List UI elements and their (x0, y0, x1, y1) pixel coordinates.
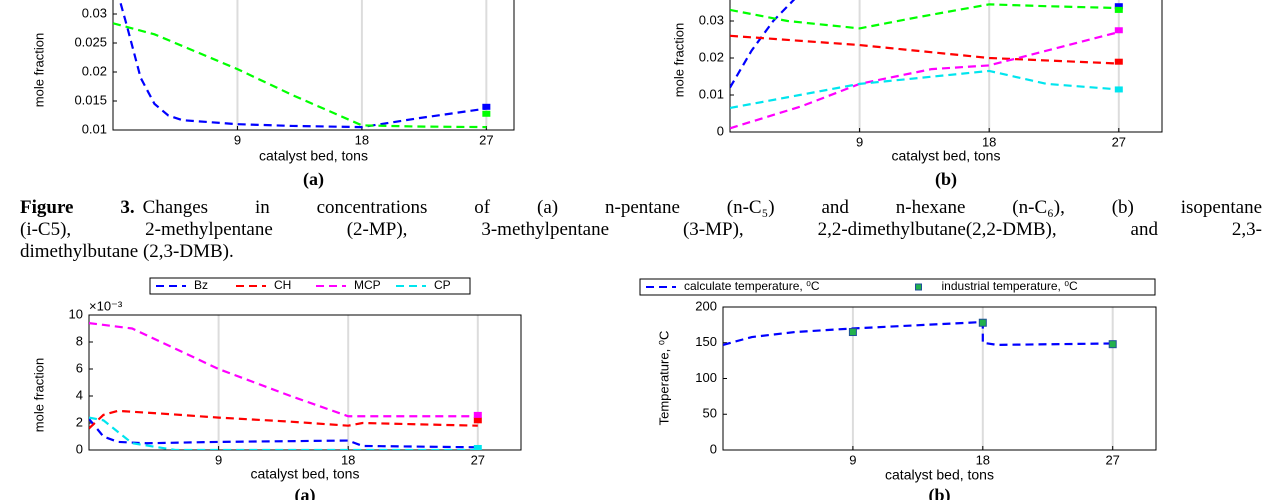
plot-area (89, 322, 482, 450)
series-line (723, 320, 1113, 346)
x-tick-label: 27 (479, 132, 493, 147)
y-axis-label: mole fraction (31, 33, 46, 107)
y-tick-label: 4 (76, 387, 83, 402)
y-tick-label: 8 (76, 333, 83, 348)
caption-line: dimethylbutane (2,3-DMB). (20, 241, 234, 262)
y-tick-label: 100 (695, 370, 717, 385)
x-tick-label: 27 (1105, 452, 1119, 467)
y-tick-label: 0 (710, 441, 717, 456)
series-line (89, 409, 478, 430)
y-tick-label: 0.02 (82, 63, 107, 78)
y-axis-label: mole fraction (31, 358, 46, 432)
axes-box (112, 0, 515, 131)
axes-box (88, 314, 522, 451)
series-line (113, 22, 487, 129)
legend-label: industrial temperature, ⁰C (942, 279, 1079, 293)
y-tick-label: 0.02 (699, 49, 724, 64)
x-tick-label: 27 (471, 452, 485, 467)
x-axis-label: catalyst bed, tons (251, 466, 360, 482)
plot-area (723, 318, 1117, 349)
legend-box (149, 277, 471, 295)
y-tick-label: 6 (76, 360, 83, 375)
end-marker (1114, 58, 1123, 65)
y-tick-label: 10 (69, 306, 83, 321)
y-tick-label: 0 (76, 441, 83, 456)
series-line (89, 416, 478, 450)
x-tick-label: 18 (982, 134, 996, 149)
caption-label: Figure 3. (20, 197, 135, 218)
panel-label: (b) (929, 485, 951, 500)
legend-label: CP (434, 278, 451, 292)
y-tick-label: 0 (717, 123, 724, 138)
end-marker (1114, 3, 1123, 10)
x-axis-label: catalyst bed, tons (259, 148, 368, 164)
x-tick-label: 9 (849, 452, 856, 467)
y-tick-label: 50 (703, 406, 717, 421)
x-tick-label: 27 (1112, 134, 1126, 149)
y-axis-label: Temperature, ⁰C (656, 331, 671, 426)
end-marker (473, 444, 482, 450)
x-tick-label: 18 (355, 132, 369, 147)
legend-swatch (915, 283, 922, 291)
y-tick-label: 150 (695, 334, 717, 349)
series-line (730, 3, 1119, 30)
y-tick-label: 0.01 (699, 86, 724, 101)
end-marker (482, 110, 491, 117)
series-line (89, 418, 478, 449)
y-tick-label: 0.03 (699, 12, 724, 27)
axes-box (729, 0, 1163, 133)
plot-area (113, 0, 491, 129)
caption-line: Figure 3. Changes in concentrations of (a… (20, 197, 1262, 219)
series-line (118, 0, 487, 129)
panel-label: (b) (935, 169, 957, 190)
series-line (89, 322, 478, 418)
y-tick-label: 0.015 (74, 92, 107, 107)
x-tick-label: 18 (976, 452, 990, 467)
y-tick-label: 0.03 (82, 5, 107, 20)
legend-box (639, 278, 1156, 296)
panel-label: (a) (295, 485, 316, 500)
caption-line: (i-C5), 2-methylpentane (2-MP), 3-methyl… (20, 219, 1262, 240)
y-tick-label: 0.01 (82, 121, 107, 136)
end-marker (473, 411, 482, 418)
series-line (730, 0, 796, 89)
y-tick-label: 200 (695, 298, 717, 313)
series-line (730, 31, 1120, 130)
marker (848, 328, 857, 337)
legend-label: MCP (354, 278, 381, 292)
caption-text: Changes in concentrations of (a) n-penta… (142, 197, 1263, 218)
x-tick-label: 9 (856, 134, 863, 149)
axes-box (722, 306, 1157, 451)
plot-area (730, 0, 1123, 130)
x-tick-label: 18 (341, 452, 355, 467)
legend-label: Bz (194, 278, 208, 292)
y-multiplier: ×10⁻³ (89, 298, 123, 313)
x-axis-label: catalyst bed, tons (885, 467, 994, 483)
marker (1108, 340, 1117, 349)
legend-label: CH (274, 278, 291, 292)
end-marker (1114, 27, 1123, 34)
legend-label: calculate temperature, ⁰C (684, 279, 820, 293)
end-marker (473, 417, 482, 424)
end-marker (1114, 6, 1123, 13)
x-tick-label: 9 (234, 132, 241, 147)
series-line (730, 69, 1119, 110)
marker (978, 318, 987, 327)
y-tick-label: 2 (76, 414, 83, 429)
y-tick-label: 0.025 (74, 34, 107, 49)
panel-label: (a) (303, 169, 324, 190)
end-marker (1114, 86, 1123, 93)
series-line (730, 34, 1119, 65)
y-axis-label: mole fraction (671, 23, 686, 97)
end-marker (482, 103, 491, 110)
x-axis-label: catalyst bed, tons (892, 148, 1001, 164)
x-tick-label: 9 (215, 452, 222, 467)
